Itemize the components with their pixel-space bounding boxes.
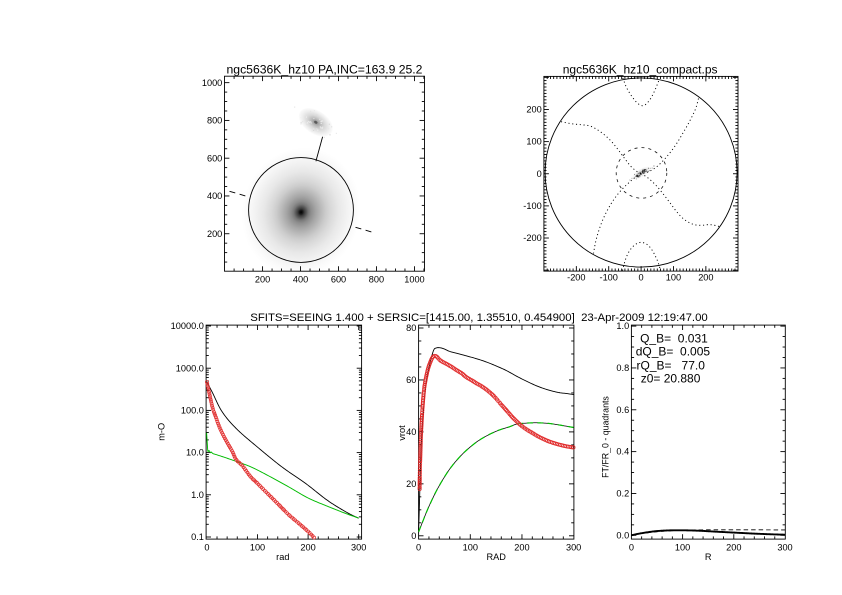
svg-text:100.0: 100.0 <box>181 406 204 416</box>
svg-text:10000.0: 10000.0 <box>171 321 204 331</box>
svg-text:200: 200 <box>526 105 541 115</box>
svg-text:RAD: RAD <box>486 552 506 562</box>
svg-text:dQ_B= 0.005: dQ_B= 0.005 <box>636 345 711 359</box>
svg-text:300: 300 <box>566 543 581 553</box>
svg-text:1000: 1000 <box>202 78 222 88</box>
svg-text:1.0: 1.0 <box>191 490 204 500</box>
svg-text:60: 60 <box>406 375 416 385</box>
svg-text:vrot: vrot <box>397 425 407 441</box>
svg-text:100: 100 <box>675 543 690 553</box>
svg-text:0.6: 0.6 <box>616 405 629 415</box>
svg-text:0: 0 <box>411 531 416 541</box>
svg-text:1000.0: 1000.0 <box>176 363 204 373</box>
svg-text:100: 100 <box>666 273 681 283</box>
svg-text:rQ_B= 77.0: rQ_B= 77.0 <box>637 358 706 372</box>
svg-text:200: 200 <box>255 275 270 285</box>
svg-text:SFITS=SEEING 1.400 + SERSIC=[1: SFITS=SEEING 1.400 + SERSIC=[1415.00, 1.… <box>250 312 708 324</box>
svg-text:40: 40 <box>406 427 416 437</box>
svg-text:0.1: 0.1 <box>191 532 204 542</box>
svg-text:rad: rad <box>276 552 289 562</box>
svg-text:1.0: 1.0 <box>616 321 629 331</box>
svg-text:0.8: 0.8 <box>616 363 629 373</box>
svg-text:20: 20 <box>406 479 416 489</box>
svg-text:300: 300 <box>777 543 792 553</box>
svg-text:800: 800 <box>207 116 222 126</box>
svg-text:0.4: 0.4 <box>616 447 629 457</box>
svg-text:10.0: 10.0 <box>186 448 204 458</box>
svg-text:ngc5636K_hz10_compact.ps: ngc5636K_hz10_compact.ps <box>563 63 718 77</box>
svg-text:R: R <box>705 552 712 562</box>
svg-text:100: 100 <box>463 543 478 553</box>
svg-text:100: 100 <box>526 137 541 147</box>
svg-text:z0= 20.880: z0= 20.880 <box>641 371 701 385</box>
svg-text:Q_B= 0.031: Q_B= 0.031 <box>640 332 708 346</box>
svg-text:200: 200 <box>726 543 741 553</box>
svg-text:0: 0 <box>204 543 209 553</box>
svg-text:0: 0 <box>416 543 421 553</box>
svg-text:-100: -100 <box>600 273 618 283</box>
svg-text:600: 600 <box>207 153 222 163</box>
svg-text:FT/FR_0 - quadrants: FT/FR_0 - quadrants <box>600 396 610 478</box>
svg-text:-200: -200 <box>523 233 541 243</box>
svg-text:400: 400 <box>293 275 308 285</box>
svg-text:600: 600 <box>331 275 346 285</box>
svg-text:200: 200 <box>698 273 713 283</box>
svg-text:0: 0 <box>639 273 644 283</box>
svg-text:0: 0 <box>537 169 542 179</box>
svg-text:m-O: m-O <box>157 423 167 441</box>
svg-text:100: 100 <box>250 543 265 553</box>
svg-text:200: 200 <box>207 229 222 239</box>
svg-text:200: 200 <box>514 543 529 553</box>
svg-text:200: 200 <box>300 543 315 553</box>
svg-text:0: 0 <box>629 543 634 553</box>
svg-text:300: 300 <box>351 543 366 553</box>
svg-text:80: 80 <box>406 323 416 333</box>
svg-text:800: 800 <box>369 275 384 285</box>
svg-text:400: 400 <box>207 191 222 201</box>
svg-text:-100: -100 <box>523 201 541 211</box>
svg-text:0.2: 0.2 <box>616 489 629 499</box>
svg-text:1000: 1000 <box>404 275 424 285</box>
svg-text:0.0: 0.0 <box>616 530 629 540</box>
svg-text:-200: -200 <box>567 273 585 283</box>
svg-text:ngc5636K_hz10 PA,INC=163.9 25.: ngc5636K_hz10 PA,INC=163.9 25.2 <box>227 63 423 77</box>
